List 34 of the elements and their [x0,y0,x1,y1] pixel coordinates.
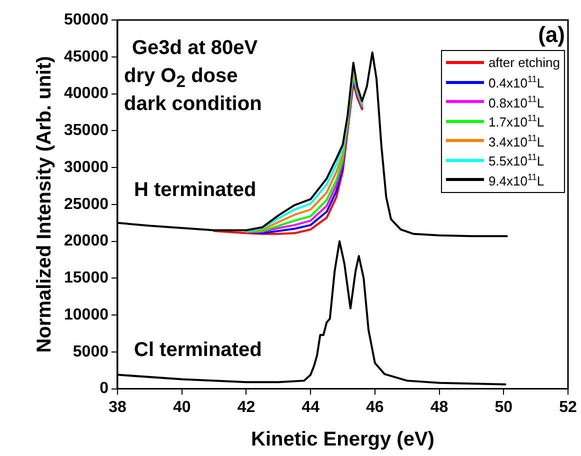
y-tick-label: 25000 [64,196,109,213]
x-axis-title: Kinetic Energy (eV) [251,428,434,451]
legend-label: 9.4x10$^{11}$L [488,172,544,188]
x-tick-label: 52 [559,398,577,416]
x-tick-label: 42 [237,398,256,416]
legend-label: after etching [488,55,560,70]
y-tick-label: 40000 [64,85,109,102]
annotation: Ge3d at 80eV [132,37,258,59]
y-tick-label: 5000 [72,343,109,360]
annotation: H terminated [134,179,256,201]
legend-label: 5.5x10$^{11}$L [488,152,544,168]
y-tick-label: 45000 [64,48,109,66]
annotation: dark condition [124,93,262,115]
annotation: (a) [538,22,565,47]
y-axis-title: Normalized Intensity (Arb. unit) [34,56,56,353]
y-tick-label: 50000 [64,11,109,28]
y-tick-label: 0 [100,380,109,398]
y-tick-label: 35000 [64,122,109,140]
y-tick-label: 10000 [64,306,109,324]
x-tick-label: 40 [172,398,191,416]
y-tick-label: 20000 [64,232,109,250]
y-tick-label: 30000 [64,158,109,176]
x-tick-label: 44 [302,398,320,416]
x-tick-label: 50 [494,398,513,416]
x-tick-label: 46 [366,398,384,416]
legend-label: 3.4x10$^{11}$L [488,132,544,149]
x-tick-label: 48 [430,398,448,416]
annotation: dry O$_{2}$ dose [124,65,238,91]
legend-label: 0.4x10$^{11}$L [488,74,544,90]
annotation: Cl terminated [134,339,262,361]
x-tick-label: 38 [108,398,126,416]
legend-label: 0.8x10$^{11}$L [488,94,544,110]
legend-label: 1.7x10$^{11}$L [488,113,544,130]
y-tick-label: 15000 [64,270,109,287]
